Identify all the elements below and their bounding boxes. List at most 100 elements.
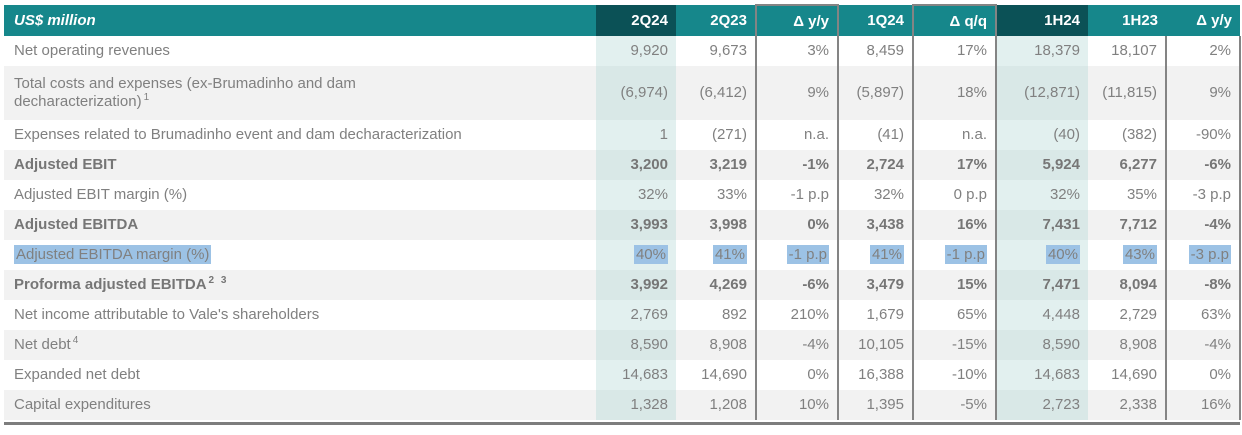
- table-bottom-border: [4, 422, 1240, 425]
- cell-delta-qoq: 17%: [912, 36, 997, 66]
- row-label: Expenses related to Brumadinho event and…: [14, 125, 462, 143]
- row-label: Capital expenditures: [14, 395, 151, 413]
- cell-1h23: 35%: [1126, 185, 1157, 203]
- cell-2q23: 3,219: [709, 155, 747, 173]
- cell-1h24: 7,471: [996, 270, 1088, 300]
- cell-1h23: 8,094: [1119, 275, 1157, 293]
- cell-delta-yoy-1h: -6%: [1165, 150, 1241, 180]
- cell-delta-yoy: 0%: [755, 360, 839, 390]
- cell-1q24: (5,897): [856, 83, 904, 101]
- table-row: Capital expenditures 1,328 1,208 10% 1,395 -5…: [4, 390, 1241, 420]
- cell-1h23: 18,107: [1111, 41, 1157, 59]
- footnote-marker: 4: [72, 334, 81, 346]
- cell-2q23: 9,673: [709, 41, 747, 59]
- cell-1q24: 3,479: [866, 275, 904, 293]
- cell-1q24: 1,679: [866, 305, 904, 323]
- column-header-delta-yoy-1h: Δ y/y: [1166, 5, 1240, 36]
- cell-2q23: 3,998: [709, 215, 747, 233]
- table-row: Adjusted EBIT margin (%) 32% 33% -1 p.p 32% 0…: [4, 180, 1241, 210]
- row-label: Adjusted EBITDA margin (%): [14, 244, 212, 264]
- cell-2q23: 8,908: [709, 335, 747, 353]
- cell-delta-yoy: 9%: [755, 66, 839, 120]
- cell-delta-qoq: 16%: [912, 210, 997, 240]
- footnote-marker: 1: [143, 92, 152, 103]
- cell-1h24: (12,871): [996, 66, 1088, 120]
- cell-delta-yoy: -6%: [755, 270, 839, 300]
- cell-2q24: 2,769: [596, 300, 676, 330]
- cell-1h24: 40%: [996, 240, 1088, 270]
- cell-1q24: 16,388: [858, 365, 904, 383]
- cell-delta-yoy-1h: -4%: [1165, 330, 1241, 360]
- cell-delta-yoy-1h: -90%: [1165, 120, 1241, 150]
- cell-delta-yoy: 0%: [755, 210, 839, 240]
- cell-2q24: 40%: [596, 240, 676, 270]
- cell-1h24: 32%: [996, 180, 1088, 210]
- cell-delta-qoq: -5%: [912, 390, 997, 420]
- cell-1h23: (11,815): [1102, 83, 1157, 101]
- table-row: Total costs and expenses (ex-Brumadinho …: [4, 66, 1241, 120]
- cell-delta-qoq: 65%: [912, 300, 997, 330]
- cell-2q23: 33%: [716, 185, 747, 203]
- cell-2q24: 9,920: [596, 36, 676, 66]
- cell-delta-yoy-1h: 63%: [1165, 300, 1241, 330]
- table-row: Expenses related to Brumadinho event and…: [4, 120, 1241, 150]
- cell-1h24: 5,924: [996, 150, 1088, 180]
- row-label: Net debt 4: [14, 334, 81, 353]
- row-label: Adjusted EBIT margin (%): [14, 185, 188, 203]
- cell-1q24: 8,459: [866, 41, 904, 59]
- cell-delta-qoq: -10%: [912, 360, 997, 390]
- cell-1h23: (382): [1121, 125, 1157, 143]
- cell-2q24: 3,200: [596, 150, 676, 180]
- row-label: Adjusted EBITDA: [14, 215, 139, 233]
- cell-delta-qoq: 0 p.p: [912, 180, 997, 210]
- cell-delta-yoy: -1 p.p: [755, 180, 839, 210]
- financial-results-table-wrap: US$ million 2Q24 2Q23 Δ y/y 1Q24 Δ q/q 1…: [4, 4, 1241, 425]
- cell-delta-yoy-1h: -8%: [1165, 270, 1241, 300]
- cell-delta-qoq: n.a.: [912, 120, 997, 150]
- cell-1h23: 2,338: [1119, 395, 1157, 413]
- cell-delta-qoq: 15%: [912, 270, 997, 300]
- cell-1q24: 41%: [869, 244, 904, 264]
- cell-delta-yoy-1h: 9%: [1165, 66, 1241, 120]
- cell-delta-yoy-1h: -4%: [1165, 210, 1241, 240]
- cell-1h23: 14,690: [1111, 365, 1157, 383]
- cell-delta-yoy: 210%: [755, 300, 839, 330]
- cell-1h24: 4,448: [996, 300, 1088, 330]
- cell-1h24: 14,683: [996, 360, 1088, 390]
- cell-1h23: 6,277: [1119, 155, 1157, 173]
- row-label: Expanded net debt: [14, 365, 140, 383]
- cell-delta-yoy-1h: 0%: [1165, 360, 1241, 390]
- cell-1h24: (40): [996, 120, 1088, 150]
- header-row: US$ million 2Q24 2Q23 Δ y/y 1Q24 Δ q/q 1…: [4, 4, 1240, 36]
- cell-1h23: 43%: [1122, 244, 1157, 264]
- cell-2q24: 14,683: [596, 360, 676, 390]
- row-label: Adjusted EBIT: [14, 155, 117, 173]
- cell-delta-yoy: n.a.: [755, 120, 839, 150]
- cell-2q24: (6,974): [596, 66, 676, 120]
- row-label: Total costs and expenses (ex-Brumadinho …: [14, 74, 356, 110]
- cell-delta-qoq: 18%: [912, 66, 997, 120]
- table-row: Net debt 4 8,590 8,908 -4% 10,105 -15% 8,590 8,9…: [4, 330, 1241, 360]
- table-row: Net income attributable to Vale's shareh…: [4, 300, 1241, 330]
- cell-1h24: 18,379: [996, 36, 1088, 66]
- row-label: Net operating revenues: [14, 41, 170, 59]
- cell-1h23: 2,729: [1119, 305, 1157, 323]
- table-row: Expanded net debt 14,683 14,690 0% 16,388 -10…: [4, 360, 1241, 390]
- row-label: Net income attributable to Vale's shareh…: [14, 305, 320, 323]
- cell-2q24: 32%: [596, 180, 676, 210]
- cell-delta-yoy: 10%: [755, 390, 839, 420]
- cell-2q24: 1: [596, 120, 676, 150]
- cell-1h24: 2,723: [996, 390, 1088, 420]
- table-row: Adjusted EBITDA 3,993 3,998 0% 3,438 16% 7,431…: [4, 210, 1241, 240]
- financial-results-table: US$ million 2Q24 2Q23 Δ y/y 1Q24 Δ q/q 1…: [4, 4, 1241, 420]
- cell-2q24: 3,993: [596, 210, 676, 240]
- cell-1q24: 32%: [873, 185, 904, 203]
- cell-delta-yoy-1h: -3 p.p: [1165, 240, 1241, 270]
- cell-1h24: 7,431: [996, 210, 1088, 240]
- cell-2q23: 41%: [712, 244, 747, 264]
- cell-delta-qoq: 17%: [912, 150, 997, 180]
- column-header-delta-yoy: Δ y/y: [755, 4, 839, 36]
- cell-delta-qoq: -15%: [912, 330, 997, 360]
- cell-1q24: (41): [877, 125, 904, 143]
- column-header-delta-qoq: Δ q/q: [912, 4, 997, 36]
